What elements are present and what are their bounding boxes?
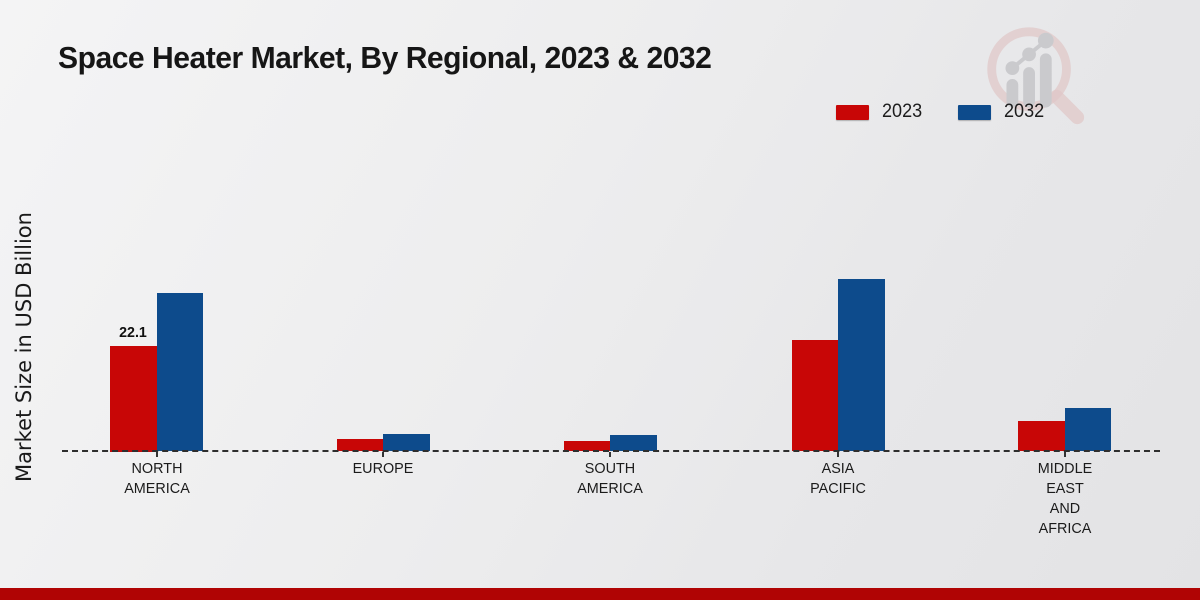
bar-value-label-2023-north-america: 22.1	[119, 324, 148, 341]
legend-swatch-2032	[958, 104, 992, 120]
bar-2032-europe	[383, 433, 430, 452]
x-tick-middle-east-and-africa	[1063, 452, 1066, 457]
legend: 2023 2032	[836, 101, 1047, 123]
x-tick-label-asia-pacific: ASIA PACIFIC	[810, 460, 866, 497]
legend-swatch-2023	[836, 104, 869, 120]
x-tick-north-america	[155, 452, 158, 457]
bar-2023-middle-east-and-africa	[1018, 421, 1065, 452]
legend-label-2023: 2023	[882, 101, 923, 122]
bar-2023-north-america	[110, 346, 157, 452]
x-tick-europe	[382, 452, 384, 457]
chart-title: Space Heater Market, By Regional, 2023 &…	[58, 40, 712, 75]
x-axis-baseline	[62, 450, 1160, 452]
bar-2032-south-america	[610, 434, 657, 452]
bar-2023-asia-pacific	[791, 339, 838, 452]
legend-label-2032: 2032	[1004, 101, 1045, 122]
x-tick-label-middle-east-and-africa: MIDDLE EAST AND AFRICA	[1037, 460, 1092, 537]
magnifier-bar-chart-logo-icon	[987, 27, 1085, 125]
bar-2023-south-america	[563, 441, 610, 452]
bar-2032-north-america	[156, 293, 203, 452]
bar-2032-middle-east-and-africa	[1064, 407, 1111, 452]
legend-item-2023: 2023	[836, 101, 924, 123]
x-tick-label-south-america: SOUTH AMERICA	[577, 460, 643, 497]
bar-2023-europe	[336, 438, 383, 452]
legend-item-2032: 2032	[958, 101, 1046, 123]
y-axis-title: Market Size in USD Billion	[12, 212, 36, 482]
x-tick-south-america	[609, 452, 611, 457]
footer-accent-strip	[0, 588, 1200, 600]
x-tick-label-europe: EUROPE	[352, 460, 414, 477]
x-tick-asia-pacific	[837, 452, 839, 457]
x-tick-label-north-america: NORTH AMERICA	[123, 460, 190, 497]
bar-2032-asia-pacific	[838, 278, 885, 452]
